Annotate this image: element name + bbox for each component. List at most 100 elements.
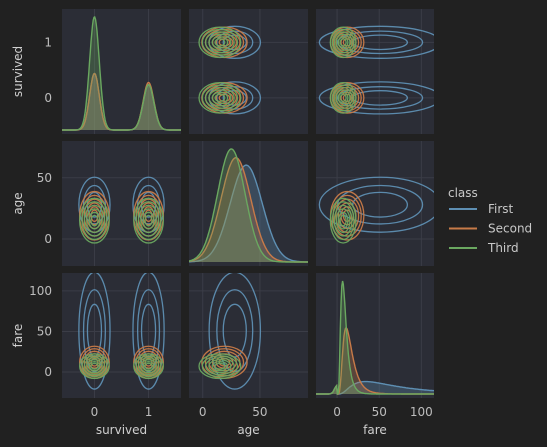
- legend-item-second: Second: [449, 222, 532, 236]
- kde-curve-third: [189, 148, 308, 263]
- kde-contour-second: [90, 209, 99, 223]
- legend-label: Third: [487, 241, 519, 255]
- kde-fill-third: [62, 17, 181, 130]
- kde-contour-third: [339, 214, 347, 227]
- kde-contour-third: [331, 201, 355, 241]
- kde-contour-third: [329, 82, 357, 114]
- kde-contour-third: [140, 359, 157, 374]
- kde-contour-third: [79, 197, 110, 244]
- y-axis-label-fare: fare: [11, 324, 25, 348]
- kde-contour-third: [339, 93, 347, 103]
- panel-background: [316, 141, 434, 266]
- panel-age-vs-fare: [316, 141, 434, 266]
- panel-background: [316, 273, 434, 398]
- kde-contour-third: [337, 91, 349, 105]
- legend-item-third: Third: [449, 241, 519, 255]
- kde-contour-third: [211, 36, 229, 49]
- panel-background: [62, 141, 181, 266]
- panel-fare-vs-fare: [316, 273, 434, 398]
- kde-contour-third: [204, 31, 235, 54]
- kde-contour-third: [81, 355, 108, 378]
- panel-content: [198, 25, 262, 115]
- x-axis-label-age: age: [237, 423, 259, 437]
- x-tick-label: 0: [91, 405, 99, 419]
- panel-background: [189, 9, 308, 134]
- kde-contour-first: [336, 86, 424, 110]
- kde-contour-third: [135, 355, 162, 378]
- kde-contour-third: [333, 204, 353, 237]
- y-tick-label: 1: [44, 35, 52, 49]
- kde-contour-third: [86, 359, 103, 374]
- kde-contour-first: [208, 273, 262, 390]
- kde-contour-first: [318, 25, 434, 59]
- kde-contour-third: [144, 362, 153, 370]
- kde-fill-second: [62, 73, 181, 130]
- kde-contour-third: [204, 86, 235, 109]
- panel-content: [78, 176, 165, 244]
- y-tick-label: 100: [29, 284, 52, 298]
- panel-survived-vs-age: [189, 9, 308, 134]
- y-tick-label: 50: [37, 324, 52, 338]
- kde-contour-third: [211, 360, 229, 372]
- panel-content: [189, 148, 308, 263]
- legend-label: First: [488, 202, 514, 216]
- x-tick-label: 0: [333, 405, 341, 419]
- kde-contour-third: [90, 362, 99, 370]
- kde-contour-third: [214, 38, 226, 47]
- kde-contour-second: [215, 91, 234, 105]
- x-tick-label: 50: [252, 405, 267, 419]
- panel-fare-vs-survived: [62, 273, 181, 398]
- kde-contour-third: [201, 355, 239, 378]
- kde-contour-third: [214, 93, 226, 103]
- kde-contour-third: [83, 357, 106, 376]
- panel-survived-vs-survived: [62, 9, 181, 134]
- panel-background: [62, 9, 181, 134]
- kde-contour-second: [144, 209, 153, 223]
- x-axis-label-fare: fare: [363, 423, 387, 437]
- kde-contour-third: [81, 201, 108, 241]
- panel-content: [316, 280, 434, 396]
- kde-contour-first: [82, 289, 107, 373]
- panel-age-vs-survived: [62, 141, 181, 266]
- panel-fare-vs-age: [189, 273, 308, 398]
- kde-contour-third: [331, 84, 355, 112]
- legend: class First Second Third: [448, 186, 532, 255]
- kde-contour-second: [88, 206, 101, 226]
- kde-contour-third: [142, 211, 155, 230]
- kde-contour-third: [211, 91, 229, 105]
- kde-contour-third: [208, 33, 232, 51]
- kde-contour-third: [335, 208, 351, 234]
- panel-background: [189, 141, 308, 266]
- kde-contour-third: [86, 208, 103, 234]
- legend-title: class: [448, 186, 478, 200]
- kde-contour-first: [136, 289, 161, 373]
- kde-contour-third: [137, 204, 160, 237]
- panel-grid: 0 1 survived 0 50 age 0 50 100 fare 0 1 survived 0 50 a…: [11, 9, 434, 437]
- kde-contour-third: [198, 82, 242, 114]
- kde-fill-first: [62, 73, 181, 130]
- y-tick-label: 0: [44, 232, 52, 246]
- kde-contour-third: [337, 36, 349, 49]
- panel-content: [198, 273, 262, 390]
- kde-contour-third: [137, 357, 160, 376]
- kde-contour-second: [81, 348, 108, 377]
- kde-contour-third: [142, 360, 155, 372]
- kde-contour-first: [132, 273, 165, 390]
- kde-contour-third: [331, 28, 355, 56]
- kde-contour-third: [198, 353, 242, 380]
- legend-item-first: First: [449, 202, 514, 216]
- kde-fill-third: [189, 149, 308, 262]
- kde-contour-second: [332, 84, 362, 112]
- x-tick-label: 1: [145, 405, 153, 419]
- kde-contour-third: [201, 84, 239, 112]
- kde-contour-third: [83, 204, 106, 237]
- kde-contour-third: [144, 214, 153, 227]
- kde-contour-third: [214, 362, 226, 370]
- x-axis-label-survived: survived: [96, 423, 147, 437]
- kde-contour-third: [133, 353, 164, 380]
- kde-contour-third: [88, 211, 101, 230]
- kde-contour-third: [329, 26, 357, 59]
- kde-contour-third: [339, 38, 347, 47]
- panel-content: [78, 273, 165, 390]
